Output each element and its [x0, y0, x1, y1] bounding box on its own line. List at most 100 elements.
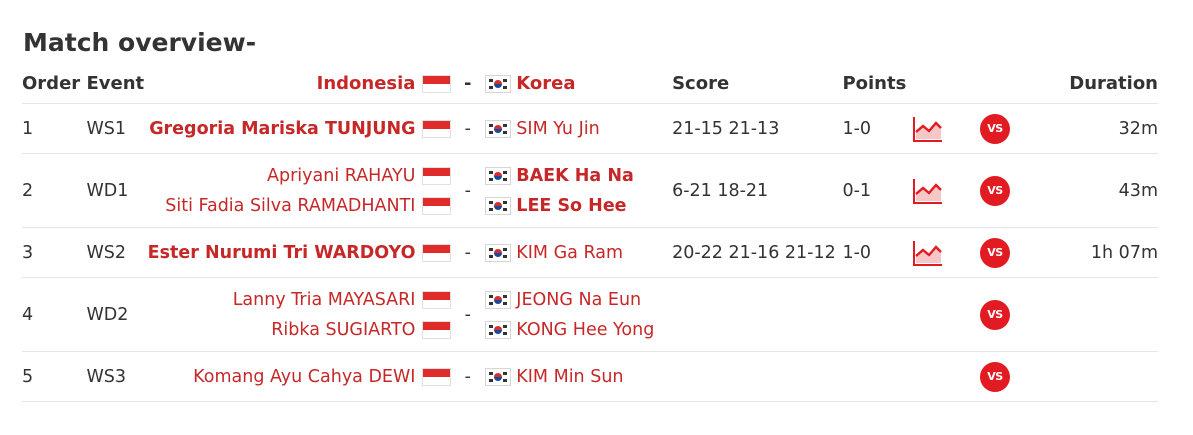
chart-cell — [912, 277, 981, 352]
home-player-link[interactable]: Apriyani RAHAYU — [267, 165, 416, 186]
indonesia-flag-icon — [421, 166, 451, 185]
home-flag-cell — [415, 103, 457, 154]
korea-flag-icon — [484, 196, 511, 215]
vs-badge-icon[interactable]: VS — [980, 299, 1011, 330]
event-cell: WD1 — [86, 153, 148, 228]
dash-cell: - — [456, 277, 479, 352]
table-row: 5 WS3 Komang Ayu Cahya DEWI - KIM Min Sun VS — [22, 351, 1158, 402]
score-cell: 20-22 21-16 21-12 — [672, 227, 843, 278]
vs-badge-icon[interactable]: VS — [980, 237, 1011, 268]
home-flag-cell — [415, 277, 457, 352]
table-row: 1 WS1 Gregoria Mariska TUNJUNG - SIM Yu Jin 2… — [22, 103, 1158, 154]
home-flag-cell — [415, 227, 457, 278]
indonesia-flag-icon — [421, 290, 451, 309]
vs-cell: VS — [980, 277, 1051, 352]
table-row: 3 WS2 Ester Nurumi Tri WARDOYO - KIM Ga Ram 2… — [22, 227, 1158, 278]
points-cell: 1-0 — [842, 227, 913, 278]
header-vs — [980, 63, 1050, 104]
duration-cell — [1050, 277, 1158, 352]
header-dash: - — [464, 72, 472, 94]
home-player-link[interactable]: Gregoria Mariska TUNJUNG — [149, 118, 416, 139]
home-player-link[interactable]: Komang Ayu Cahya DEWI — [193, 366, 416, 387]
away-players-cell: BAEK Ha Na LEE So Hee — [516, 153, 673, 228]
page-title: Match overview- — [23, 28, 257, 57]
away-player-link[interactable]: KONG Hee Yong — [516, 319, 655, 340]
order-cell: 3 — [22, 227, 87, 278]
away-player-link[interactable]: LEE So Hee — [516, 195, 627, 216]
header-chart — [913, 63, 980, 104]
home-players-cell: Komang Ayu Cahya DEWI — [147, 351, 416, 402]
away-player-link[interactable]: JEONG Na Eun — [516, 289, 642, 310]
home-player-link[interactable]: Ribka SUGIARTO — [271, 319, 416, 340]
away-player-link[interactable]: KIM Ga Ram — [516, 242, 623, 263]
points-cell — [842, 277, 913, 352]
line-chart-icon[interactable] — [912, 116, 943, 142]
away-flag-cell — [479, 351, 517, 402]
order-cell: 5 — [22, 351, 87, 402]
home-flag-cell — [415, 153, 457, 228]
header-points: Points — [842, 72, 907, 94]
score-cell — [672, 351, 843, 402]
duration-cell: 43m — [1050, 153, 1158, 228]
header-home-team[interactable]: Indonesia — [316, 72, 416, 94]
header-event: Event — [86, 72, 145, 94]
event-cell: WS1 — [86, 103, 148, 154]
home-players-cell: Gregoria Mariska TUNJUNG — [147, 103, 416, 154]
vs-badge-icon[interactable]: VS — [980, 113, 1011, 144]
home-players-cell: Lanny Tria MAYASARI Ribka SUGIARTO — [147, 277, 416, 352]
score-cell — [672, 277, 843, 352]
home-players-cell: Apriyani RAHAYU Siti Fadia Silva RAMADHAN… — [147, 153, 416, 228]
home-player-link[interactable]: Lanny Tria MAYASARI — [232, 289, 416, 310]
away-player-link[interactable]: SIM Yu Jin — [516, 118, 600, 139]
match-table: Order Event Indonesia - Korea Score Poin… — [22, 63, 1158, 402]
away-player-link[interactable]: BAEK Ha Na — [516, 165, 634, 186]
vs-cell: VS — [980, 227, 1051, 278]
korea-flag-icon — [484, 243, 511, 262]
away-player-link[interactable]: KIM Min Sun — [516, 366, 624, 387]
indonesia-flag-icon — [421, 119, 451, 138]
line-chart-icon[interactable] — [912, 178, 943, 204]
vs-badge-icon[interactable]: VS — [980, 175, 1011, 206]
header-home-flag-cell — [415, 63, 456, 104]
line-chart-icon[interactable] — [912, 240, 943, 266]
vs-cell: VS — [980, 103, 1051, 154]
event-cell: WS3 — [86, 351, 148, 402]
header-away-team[interactable]: Korea — [516, 72, 576, 94]
away-flag-cell — [479, 153, 517, 228]
dash-cell: - — [456, 227, 479, 278]
points-cell — [842, 351, 913, 402]
home-player-link[interactable]: Ester Nurumi Tri WARDOYO — [147, 242, 416, 263]
vs-badge-icon[interactable]: VS — [980, 361, 1011, 392]
vs-cell: VS — [980, 351, 1051, 402]
indonesia-flag-icon — [421, 243, 451, 262]
header-order: Order — [22, 72, 81, 94]
header-away-flag-cell — [479, 63, 516, 104]
away-players-cell: KIM Min Sun — [516, 351, 673, 402]
home-flag-cell — [415, 351, 457, 402]
indonesia-flag-icon — [421, 320, 451, 339]
indonesia-flag-icon — [421, 196, 451, 215]
away-players-cell: KIM Ga Ram — [516, 227, 673, 278]
points-cell: 1-0 — [842, 103, 913, 154]
home-player-link[interactable]: Siti Fadia Silva RAMADHANTI — [165, 195, 416, 216]
score-cell: 6-21 18-21 — [672, 153, 843, 228]
header-score: Score — [672, 72, 730, 94]
korea-flag-icon — [484, 74, 511, 93]
duration-cell: 1h 07m — [1050, 227, 1158, 278]
chart-cell — [912, 351, 981, 402]
duration-cell — [1050, 351, 1158, 402]
score-cell: 21-15 21-13 — [672, 103, 843, 154]
away-players-cell: SIM Yu Jin — [516, 103, 673, 154]
korea-flag-icon — [484, 166, 511, 185]
vs-cell: VS — [980, 153, 1051, 228]
event-cell: WD2 — [86, 277, 148, 352]
header-duration: Duration — [1069, 72, 1158, 94]
table-row: 4 WD2 Lanny Tria MAYASARI Ribka SUGIARTO - JE… — [22, 277, 1158, 352]
dash-cell: - — [456, 153, 479, 228]
away-flag-cell — [479, 277, 517, 352]
dash-cell: - — [456, 103, 479, 154]
chart-cell — [912, 153, 981, 228]
away-flag-cell — [479, 227, 517, 278]
dash-cell: - — [456, 351, 479, 402]
